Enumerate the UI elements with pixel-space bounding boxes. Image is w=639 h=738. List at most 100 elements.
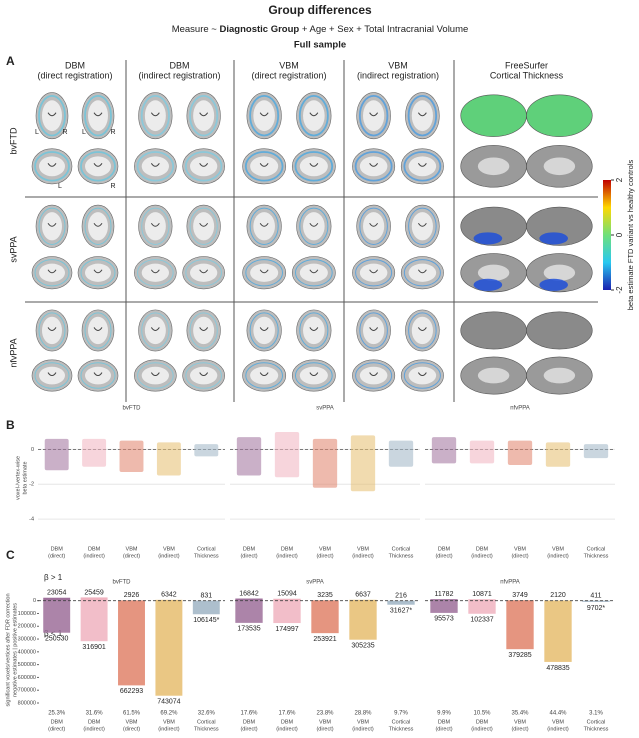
x-tick-label: (direct) [123,553,140,559]
medial-wall [543,264,576,281]
negative-bar [155,600,183,696]
percent-label: 35.4% [511,711,529,717]
x-tick-label: DBM [243,719,256,725]
ventricle [150,269,160,274]
x-tick-label: DBM [88,546,101,552]
effect-overlay [403,259,441,287]
x-tick-label: DBM [243,546,256,552]
negative-label: 174997 [275,626,298,633]
ventricle [309,163,319,167]
y-tick-label: 0 [31,447,34,453]
percent-label: 25.3% [48,711,66,717]
ventricle [150,112,160,117]
negative-bar [80,600,108,642]
subtitle: Measure ~ Diagnostic Group + Age + Sex +… [172,24,469,35]
percent-label: 44.4% [549,711,567,717]
x-tick-label: VBM [319,719,331,725]
x-tick-label: DBM [281,546,294,552]
column-header: DBM [65,60,85,70]
strip [545,442,571,467]
effect-overlay [34,362,70,389]
colorbar [603,180,611,290]
percent-label: 3.1% [589,711,603,717]
x-tick-label: (indirect) [158,726,180,732]
facet-label: nfvPPA [510,406,530,412]
positive-bar [235,598,263,601]
percent-label: 69.2% [160,711,178,717]
ventricle [309,222,319,227]
hemisphere-label: R [110,129,115,136]
subtitle-prefix: Measure ~ [172,24,218,35]
x-tick-label: Cortical [392,546,411,552]
x-tick-label: (direct) [435,726,452,732]
strip [194,444,219,457]
strip [507,440,533,466]
panel-label: A [6,54,15,68]
negative-label: 102337 [470,617,493,624]
strip [388,440,414,467]
column-header: Cortical Thickness [490,70,564,80]
ventricle [417,269,427,274]
positive-label: 6637 [355,592,371,599]
ventricle [259,269,269,274]
negative-bar [468,600,496,614]
colorbar-tick-label: 2 [615,177,624,182]
negative-bar [387,600,415,605]
effect-overlay [294,362,333,389]
percent-label: 17.6% [278,711,296,717]
negative-bar [235,600,263,623]
x-tick-label: (indirect) [276,726,298,732]
negative-label: 173535 [237,626,260,633]
positive-label: 10871 [472,591,492,598]
x-tick-label: (direct) [48,553,65,559]
panel-label: B [6,418,15,432]
ventricle [93,327,103,331]
ventricle [150,327,160,331]
effect-overlay [80,259,116,287]
x-tick-label: VBM [514,719,526,725]
temporal-effect [539,232,568,245]
x-tick-label: VBM [163,719,175,725]
ventricle [417,222,427,227]
ventricle [369,163,379,167]
percent-label: 9.9% [437,711,451,717]
x-tick-label: Thickness [389,553,414,559]
x-tick-label: DBM [476,546,489,552]
y-tick-label: 600000 [18,675,36,681]
negative-label: 95573 [434,616,454,623]
effect-overlay [38,312,66,349]
positive-label: 831 [200,592,212,599]
x-tick-label: DBM [438,719,451,725]
effect-overlay [245,362,284,389]
facet-label: bvFTD [123,406,142,412]
negative-bar [430,600,458,613]
column-header: (direct registration) [37,70,112,80]
strip [312,438,338,488]
positive-bar [43,597,71,601]
ventricle [259,327,269,331]
effect-overlay [245,259,284,287]
y-tick-label: 300000 [18,636,36,642]
effect-overlay [80,151,116,182]
effect-overlay [185,362,222,389]
ventricle [309,112,319,117]
effect-overlay [249,312,279,349]
ventricle [259,372,269,377]
x-tick-label: (indirect) [547,726,569,732]
row-label: svPPA [8,236,18,262]
effect-overlay [407,94,438,137]
x-tick-label: (direct) [240,726,257,732]
x-tick-label: (indirect) [276,553,298,559]
x-tick-label: Cortical [587,719,606,725]
cortical-surface [526,94,593,137]
ventricle [150,372,160,377]
negative-label: 316901 [82,644,105,651]
effect-overlay [184,151,223,182]
column-header: VBM [279,60,299,70]
positive-bar [273,598,301,601]
strip [431,437,457,464]
x-tick-label: (indirect) [352,553,374,559]
ventricle [93,163,103,167]
ventricle [199,372,209,377]
